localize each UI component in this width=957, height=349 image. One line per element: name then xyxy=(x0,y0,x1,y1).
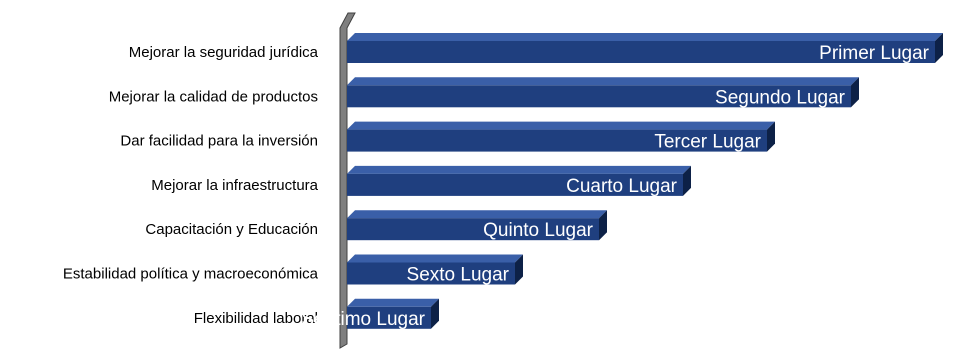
data-label-3: Tercer Lugar xyxy=(654,132,761,153)
bar-side-6 xyxy=(515,254,523,285)
bar-7 xyxy=(347,306,431,329)
bar-side-4 xyxy=(683,165,691,196)
bar-top-4 xyxy=(347,165,691,174)
category-label-4: Mejorar la infraestructura xyxy=(151,177,318,194)
bar-side-2 xyxy=(851,77,859,108)
category-label-3: Dar facilidad para la inversión xyxy=(120,133,318,150)
bar-side-7 xyxy=(431,298,439,329)
data-label-5: Quinto Lugar xyxy=(483,220,594,241)
bar-6 xyxy=(347,262,515,285)
bars-group xyxy=(347,33,943,329)
category-label-7: Flexibilidad laboral xyxy=(194,310,318,327)
bar-top-7 xyxy=(347,298,439,307)
data-label-1: Primer Lugar xyxy=(819,43,929,64)
data-labels: Primer Lugar Segundo Lugar Tercer Lugar Cua… xyxy=(301,43,929,330)
data-label-7: Séptimo Lugar xyxy=(301,309,425,330)
data-label-2: Segundo Lugar xyxy=(715,87,846,108)
bar-top-3 xyxy=(347,121,775,130)
bar-side-5 xyxy=(599,210,607,241)
category-label-5: Capacitación y Educación xyxy=(145,221,318,238)
bar-top-6 xyxy=(347,254,523,263)
bar-side-1 xyxy=(935,33,943,63)
category-label-2: Mejorar la calidad de productos xyxy=(109,88,318,105)
bar-side-3 xyxy=(767,121,775,152)
bar-1 xyxy=(347,41,935,63)
category-label-6: Estabilidad política y macroeconómica xyxy=(63,266,319,283)
data-label-4: Cuarto Lugar xyxy=(566,176,678,197)
bar-2 xyxy=(347,85,851,108)
bar-top-1 xyxy=(347,33,943,41)
data-label-6: Sexto Lugar xyxy=(407,265,510,286)
bar-5 xyxy=(347,218,599,241)
bar-3 xyxy=(347,129,767,152)
category-labels: Mejorar la seguridad jurídica Mejorar la … xyxy=(63,44,319,327)
category-label-1: Mejorar la seguridad jurídica xyxy=(129,44,319,61)
bar-top-5 xyxy=(347,210,607,219)
bar-4 xyxy=(347,173,683,196)
bar-top-2 xyxy=(347,77,859,86)
